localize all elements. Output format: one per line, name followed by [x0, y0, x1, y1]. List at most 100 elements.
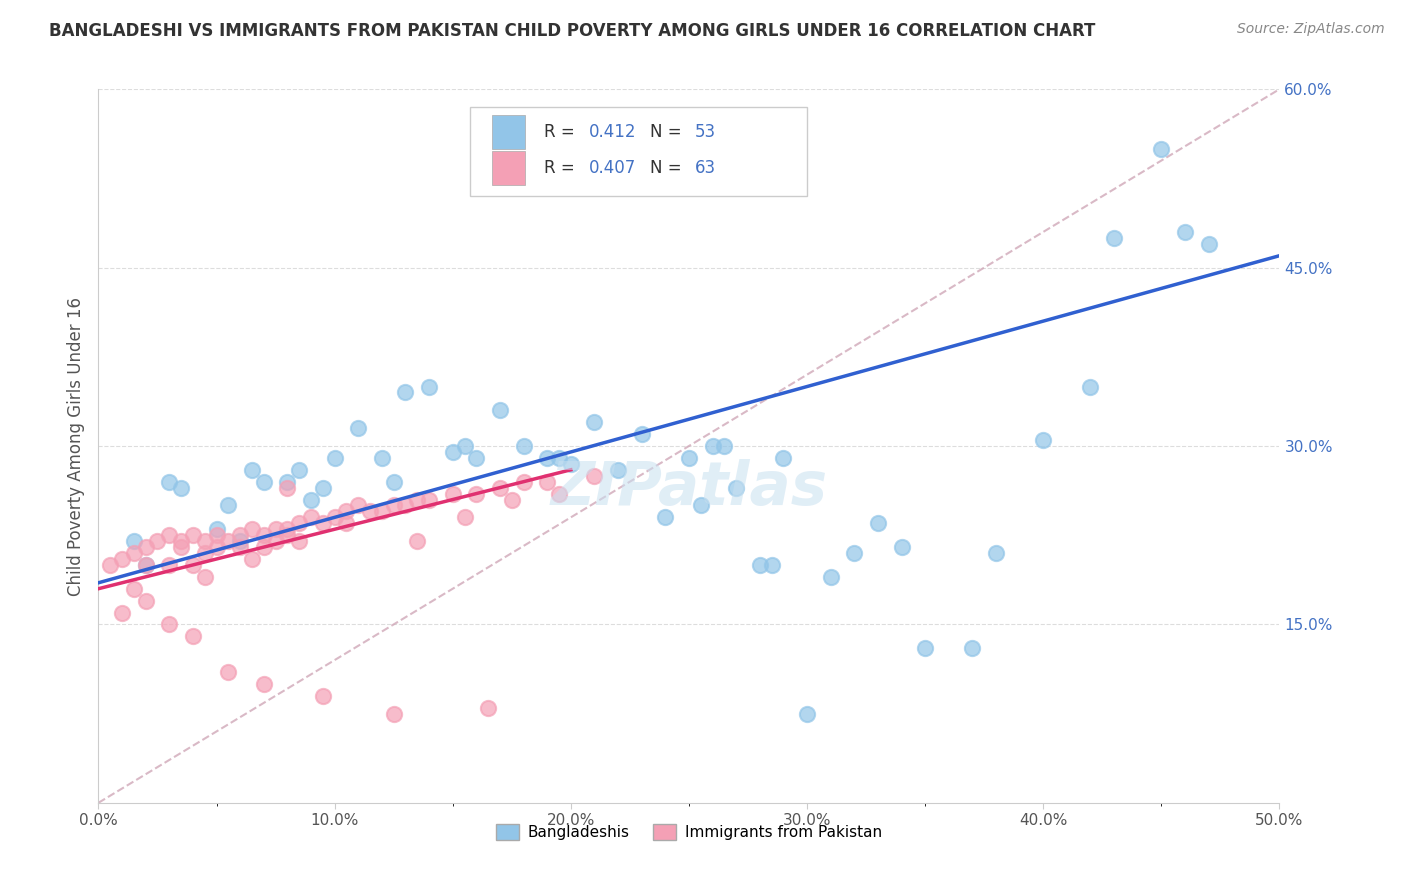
Legend: Bangladeshis, Immigrants from Pakistan: Bangladeshis, Immigrants from Pakistan — [489, 818, 889, 847]
Point — [489, 481, 512, 495]
Point — [689, 499, 711, 513]
Point — [1080, 379, 1102, 393]
Point — [418, 379, 440, 393]
Point — [276, 475, 298, 489]
Point — [157, 475, 180, 489]
Point — [135, 558, 157, 572]
Point — [394, 499, 416, 513]
Point — [890, 540, 912, 554]
Point — [194, 534, 217, 549]
Point — [253, 540, 276, 554]
Point — [394, 385, 416, 400]
Point — [181, 558, 204, 572]
Point — [796, 706, 818, 721]
Point — [678, 450, 700, 465]
Point — [489, 403, 512, 417]
Point — [217, 665, 239, 679]
Point — [205, 540, 228, 554]
Point — [713, 439, 735, 453]
Point — [1032, 433, 1054, 447]
Point — [536, 450, 558, 465]
Point — [418, 492, 440, 507]
Point — [181, 629, 204, 643]
Point — [748, 558, 770, 572]
Point — [820, 570, 842, 584]
Point — [406, 492, 429, 507]
Point — [1198, 236, 1220, 251]
Point — [135, 593, 157, 607]
Point — [630, 427, 652, 442]
Point — [135, 558, 157, 572]
Point — [335, 516, 357, 531]
Point — [984, 546, 1007, 560]
Point — [607, 463, 630, 477]
Point — [371, 450, 394, 465]
Point — [312, 481, 335, 495]
Point — [1102, 231, 1125, 245]
FancyBboxPatch shape — [471, 107, 807, 196]
Point — [962, 641, 984, 656]
Point — [205, 522, 228, 536]
Point — [583, 415, 606, 429]
Point — [122, 546, 145, 560]
Point — [299, 492, 322, 507]
Point — [135, 540, 157, 554]
Point — [276, 522, 298, 536]
Point — [441, 445, 464, 459]
Point — [371, 504, 394, 518]
Point — [264, 534, 287, 549]
Point — [477, 700, 499, 714]
Point — [111, 606, 134, 620]
Point — [240, 463, 263, 477]
Point — [761, 558, 783, 572]
Point — [512, 439, 534, 453]
Point — [111, 552, 134, 566]
Point — [536, 475, 558, 489]
Point — [194, 546, 217, 560]
Point — [501, 492, 523, 507]
Point — [288, 463, 311, 477]
Point — [157, 558, 180, 572]
Point — [772, 450, 794, 465]
Point — [347, 499, 370, 513]
Point — [194, 570, 217, 584]
Point — [465, 450, 488, 465]
Point — [548, 486, 571, 500]
Point — [583, 468, 606, 483]
Point — [276, 528, 298, 542]
Point — [98, 558, 121, 572]
Text: 0.412: 0.412 — [589, 123, 636, 141]
Point — [240, 552, 263, 566]
Point — [406, 534, 429, 549]
Text: N =: N = — [650, 123, 688, 141]
Text: 53: 53 — [695, 123, 716, 141]
Point — [323, 450, 346, 465]
Text: BANGLADESHI VS IMMIGRANTS FROM PAKISTAN CHILD POVERTY AMONG GIRLS UNDER 16 CORRE: BANGLADESHI VS IMMIGRANTS FROM PAKISTAN … — [49, 22, 1095, 40]
Point — [229, 528, 252, 542]
Point — [253, 677, 276, 691]
Point — [181, 528, 204, 542]
Text: 63: 63 — [695, 159, 716, 177]
Point — [654, 510, 676, 524]
Text: R =: R = — [544, 123, 579, 141]
Point — [157, 528, 180, 542]
Point — [725, 481, 748, 495]
Point — [276, 481, 298, 495]
Point — [312, 516, 335, 531]
Point — [512, 475, 534, 489]
Point — [453, 439, 475, 453]
Point — [844, 546, 866, 560]
Point — [312, 689, 335, 703]
Point — [122, 534, 145, 549]
Text: R =: R = — [544, 159, 579, 177]
Text: 0.407: 0.407 — [589, 159, 636, 177]
Point — [157, 617, 180, 632]
Point — [866, 516, 889, 531]
Point — [382, 706, 405, 721]
Y-axis label: Child Poverty Among Girls Under 16: Child Poverty Among Girls Under 16 — [66, 296, 84, 596]
FancyBboxPatch shape — [492, 115, 524, 149]
Point — [205, 528, 228, 542]
Point — [240, 522, 263, 536]
Point — [229, 534, 252, 549]
Point — [264, 522, 287, 536]
